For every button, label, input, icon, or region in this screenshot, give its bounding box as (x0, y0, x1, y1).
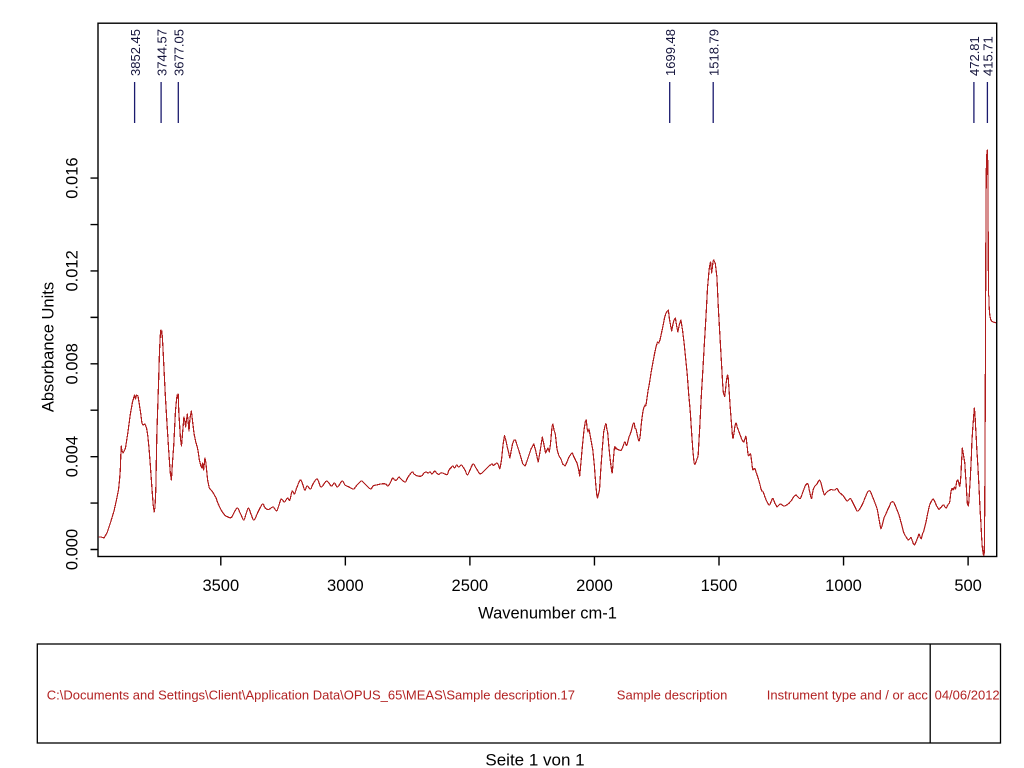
svg-text:Seite 1 von 1: Seite 1 von 1 (485, 751, 584, 768)
svg-text:3000: 3000 (327, 577, 364, 595)
svg-text:04/06/2012: 04/06/2012 (935, 687, 1000, 702)
svg-text:0.000: 0.000 (63, 529, 81, 570)
svg-text:0.012: 0.012 (63, 250, 81, 291)
svg-text:1699.48: 1699.48 (663, 29, 678, 76)
svg-text:2000: 2000 (576, 577, 613, 595)
svg-text:Wavenumber cm-1: Wavenumber cm-1 (478, 605, 617, 623)
svg-text:C:\Documents and Settings\Clie: C:\Documents and Settings\Client\Applica… (47, 687, 575, 702)
svg-text:3852.45: 3852.45 (128, 29, 143, 76)
svg-text:Instrument type and / or acc: Instrument type and / or acc (767, 687, 929, 702)
svg-text:Sample description: Sample description (617, 687, 728, 702)
svg-text:1500: 1500 (701, 577, 738, 595)
svg-text:3744.57: 3744.57 (154, 29, 169, 76)
svg-text:2500: 2500 (452, 577, 489, 595)
svg-text:1000: 1000 (825, 577, 862, 595)
svg-text:0.008: 0.008 (63, 343, 81, 384)
svg-text:Absorbance Units: Absorbance Units (39, 282, 57, 412)
svg-text:1518.79: 1518.79 (707, 29, 722, 76)
svg-text:3500: 3500 (202, 577, 239, 595)
svg-text:415.71: 415.71 (981, 36, 996, 76)
svg-text:472.81: 472.81 (967, 36, 982, 76)
svg-text:0.004: 0.004 (63, 436, 81, 477)
svg-text:500: 500 (954, 577, 982, 595)
svg-text:3677.05: 3677.05 (172, 29, 187, 76)
svg-text:0.016: 0.016 (63, 157, 81, 198)
